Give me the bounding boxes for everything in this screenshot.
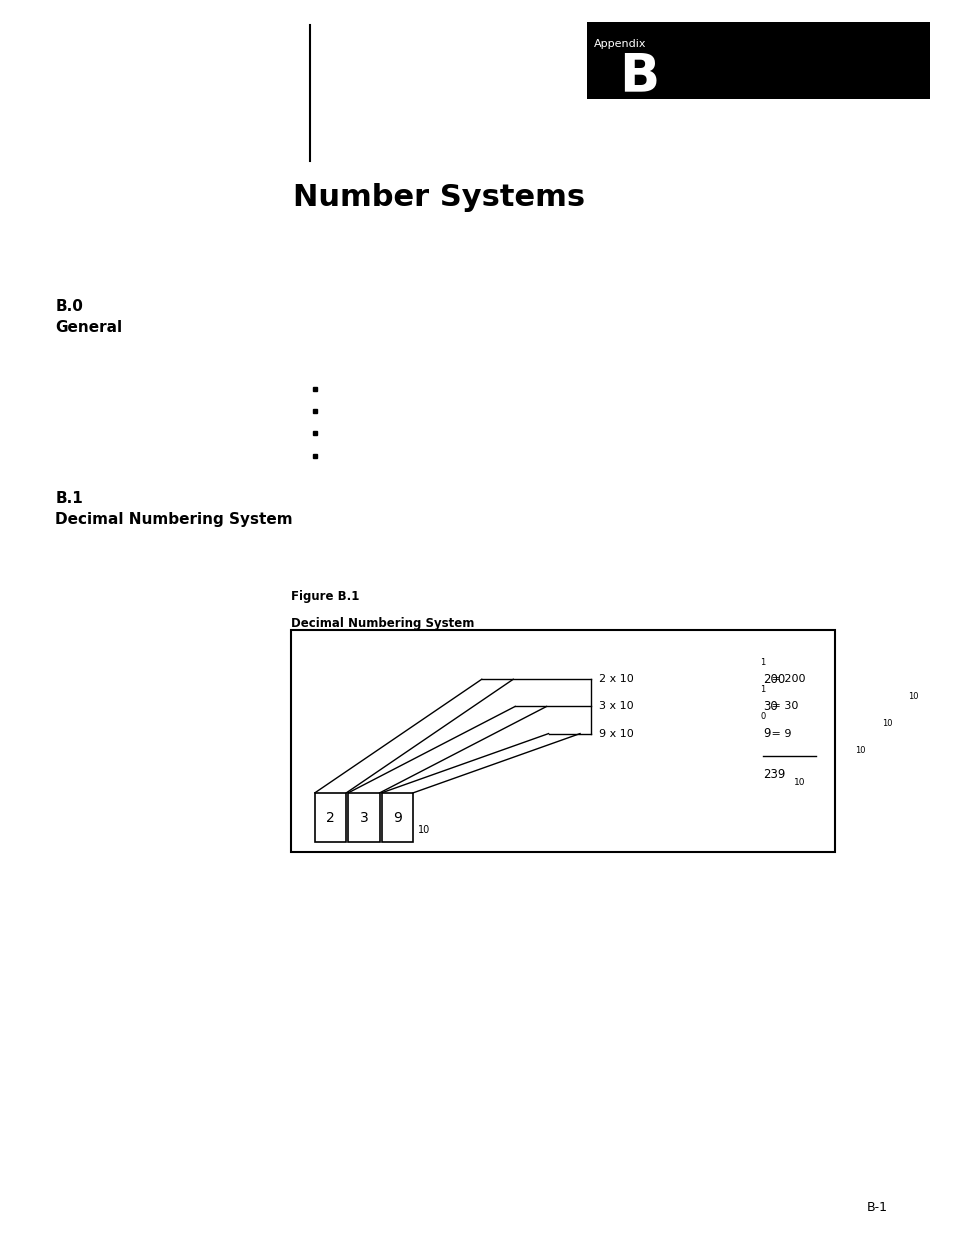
Text: 10: 10 [907, 692, 918, 700]
Text: 3 x 10: 3 x 10 [598, 701, 633, 711]
Text: B: B [618, 49, 659, 101]
Text: Number Systems: Number Systems [293, 183, 584, 212]
Bar [586, 22, 929, 99]
Text: = 9: = 9 [767, 729, 791, 739]
Text: 2 x 10: 2 x 10 [598, 674, 633, 684]
Bar [314, 793, 346, 842]
Text: 0: 0 [760, 713, 765, 721]
Text: 3: 3 [359, 810, 368, 825]
Text: 30: 30 [762, 700, 777, 713]
Text: 9: 9 [393, 810, 401, 825]
Bar [381, 793, 413, 842]
Text: = 200: = 200 [767, 674, 804, 684]
Text: 10: 10 [881, 719, 891, 727]
Text: 2: 2 [326, 810, 335, 825]
Bar [348, 793, 379, 842]
Text: B.0: B.0 [55, 299, 83, 314]
Text: 1: 1 [760, 658, 765, 667]
Text: 10: 10 [793, 778, 804, 787]
Bar [291, 630, 834, 852]
Text: Decimal Numbering System: Decimal Numbering System [291, 618, 474, 631]
Text: Appendix: Appendix [594, 38, 646, 48]
Text: = 30: = 30 [767, 701, 798, 711]
Text: B-1: B-1 [866, 1202, 887, 1214]
Text: 10: 10 [855, 746, 865, 755]
Text: 9 x 10: 9 x 10 [598, 729, 633, 739]
Text: General: General [55, 320, 122, 335]
Text: Decimal Numbering System: Decimal Numbering System [55, 513, 293, 527]
Text: 10: 10 [417, 825, 430, 835]
Text: 200: 200 [762, 673, 784, 685]
Text: B.1: B.1 [55, 492, 83, 506]
Text: 239: 239 [762, 768, 784, 782]
Text: 1: 1 [760, 685, 765, 694]
Text: Figure B.1: Figure B.1 [291, 589, 359, 603]
Text: 9: 9 [762, 727, 770, 740]
